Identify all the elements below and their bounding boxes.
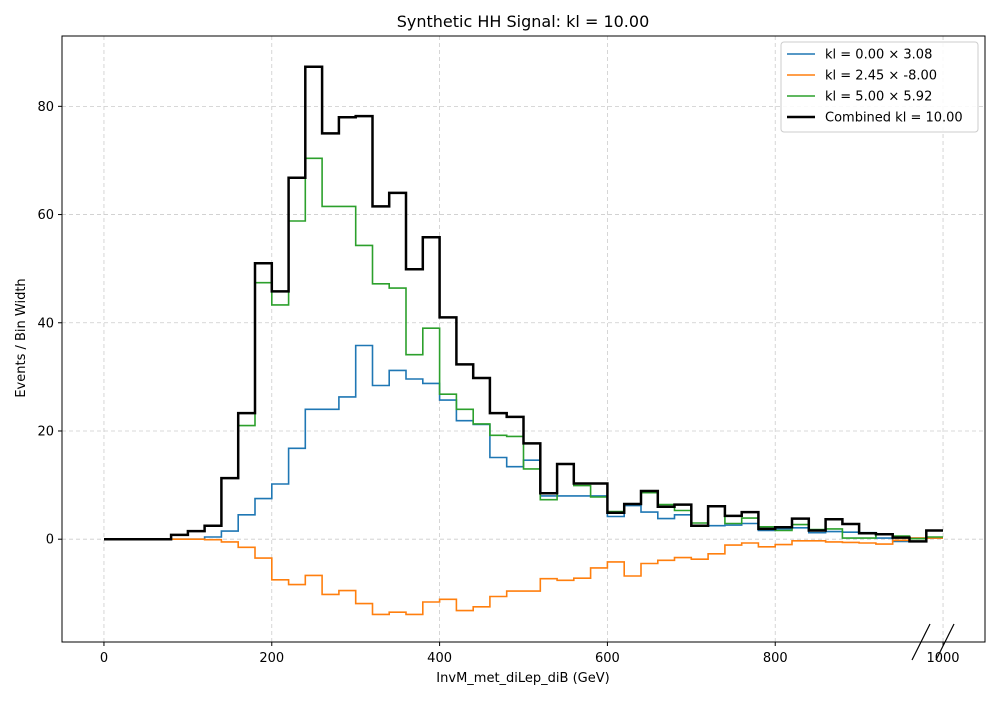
y-tick-label: 60 (37, 208, 54, 223)
y-axis-label: Events / Bin Width (14, 278, 29, 397)
tick-layer: 0 200 400 600 800 1000 0 20 40 60 80 (37, 100, 959, 666)
legend: kl = 0.00 × 3.08 kl = 2.45 × -8.00 kl = 5.… (780, 41, 979, 133)
series-line-2 (104, 537, 943, 616)
legend-label: Combined kl = 10.00 (825, 111, 963, 126)
y-tick-label: 40 (37, 316, 54, 331)
legend-box (780, 41, 979, 133)
axis-break-mark (935, 623, 955, 661)
x-tick-label: 800 (763, 651, 788, 666)
x-tick-label: 1000 (926, 651, 959, 666)
axis-break-marks (911, 623, 955, 661)
x-axis-label: InvM_met_diLep_diB (GeV) (436, 671, 609, 686)
plot-frame (61, 35, 986, 643)
x-tick-label: 0 (100, 651, 108, 666)
y-tick-label: 0 (46, 533, 54, 548)
axis-break-mark (911, 623, 931, 661)
legend-label: kl = 0.00 × 3.08 (825, 48, 932, 63)
legend-label: kl = 5.00 × 5.92 (825, 90, 932, 105)
x-tick-label: 200 (259, 651, 284, 666)
x-tick-label: 400 (427, 651, 452, 666)
chart-title: Synthetic HH Signal: kl = 10.00 (397, 12, 650, 31)
legend-label: kl = 2.45 × -8.00 (825, 69, 937, 84)
series-layer (104, 65, 943, 616)
y-tick-label: 80 (37, 100, 54, 115)
y-tick-label: 20 (37, 424, 54, 439)
x-tick-label: 600 (595, 651, 620, 666)
series-line-4 (104, 65, 943, 543)
